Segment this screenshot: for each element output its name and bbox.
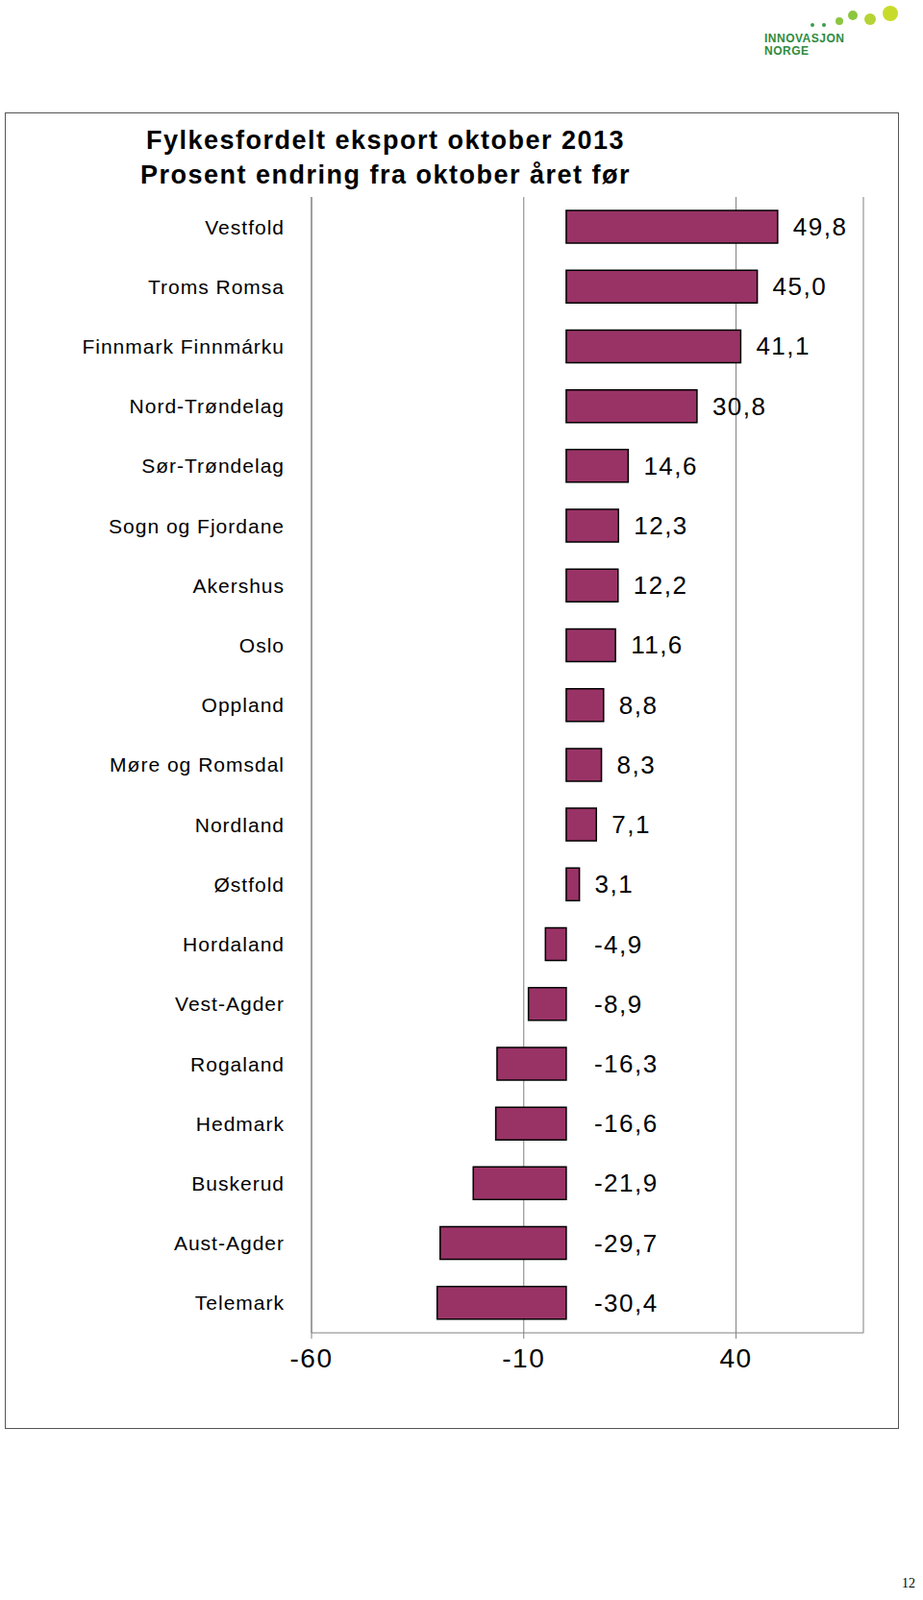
- svg-text:Rogaland: Rogaland: [190, 1053, 285, 1076]
- svg-text:Finnmark Finnmárku: Finnmark Finnmárku: [81, 335, 285, 358]
- svg-text:-10: -10: [501, 1344, 546, 1374]
- svg-text:Hordaland: Hordaland: [182, 933, 285, 956]
- svg-text:Troms Romsa: Troms Romsa: [148, 275, 285, 299]
- svg-text:Hedmark: Hedmark: [196, 1113, 285, 1136]
- svg-text:-8,9: -8,9: [594, 990, 644, 1020]
- svg-text:Møre og Romsdal: Møre og Romsdal: [109, 753, 285, 776]
- svg-text:8,3: 8,3: [617, 750, 657, 780]
- svg-text:Aust-Agder: Aust-Agder: [174, 1232, 285, 1255]
- svg-text:12,3: 12,3: [633, 511, 689, 541]
- svg-text:Nordland: Nordland: [195, 814, 285, 837]
- svg-text:Vestfold: Vestfold: [204, 216, 285, 239]
- svg-text:Nord-Trøndelag: Nord-Trøndelag: [129, 395, 285, 418]
- svg-text:11,6: 11,6: [630, 630, 684, 660]
- svg-text:-16,6: -16,6: [594, 1109, 659, 1139]
- svg-text:3,1: 3,1: [595, 870, 635, 899]
- html-text:Prosent endring fra oktober år: Prosent endring fra oktober året før: [140, 160, 631, 190]
- svg-text:12,2: 12,2: [633, 571, 689, 600]
- svg-text:Telemark: Telemark: [195, 1292, 285, 1315]
- html-text:Fylkesfordelt eksport oktober: Fylkesfordelt eksport oktober 2013: [146, 125, 626, 155]
- html-text:NORGE: NORGE: [764, 44, 810, 58]
- svg-text:8,8: 8,8: [619, 691, 659, 721]
- svg-text:-29,7: -29,7: [594, 1229, 659, 1259]
- svg-text:-21,9: -21,9: [594, 1169, 659, 1198]
- svg-text:Oppland: Oppland: [201, 694, 285, 717]
- svg-text:45,0: 45,0: [773, 272, 828, 301]
- svg-text:Akershus: Akershus: [192, 574, 285, 598]
- svg-text:40: 40: [719, 1344, 752, 1374]
- svg-text:Sogn og Fjordane: Sogn og Fjordane: [108, 515, 285, 538]
- svg-text:Vest-Agder: Vest-Agder: [174, 993, 285, 1016]
- svg-text:41,1: 41,1: [755, 331, 811, 361]
- svg-text:Østfold: Østfold: [213, 873, 285, 897]
- svg-text:Oslo: Oslo: [239, 634, 285, 657]
- svg-text:14,6: 14,6: [643, 451, 699, 481]
- svg-text:Buskerud: Buskerud: [191, 1172, 285, 1196]
- svg-text:-16,3: -16,3: [594, 1049, 659, 1079]
- svg-text:-30,4: -30,4: [594, 1289, 659, 1319]
- svg-text:Sør-Trøndelag: Sør-Trøndelag: [141, 454, 285, 477]
- html-text:INNOVASJON: INNOVASJON: [764, 31, 845, 46]
- svg-text:-4,9: -4,9: [594, 930, 644, 960]
- svg-text:7,1: 7,1: [611, 810, 651, 840]
- svg-text:30,8: 30,8: [712, 392, 768, 422]
- svg-text:49,8: 49,8: [793, 212, 849, 242]
- html-text:12: 12: [901, 1576, 916, 1592]
- svg-text:-60: -60: [290, 1344, 334, 1374]
